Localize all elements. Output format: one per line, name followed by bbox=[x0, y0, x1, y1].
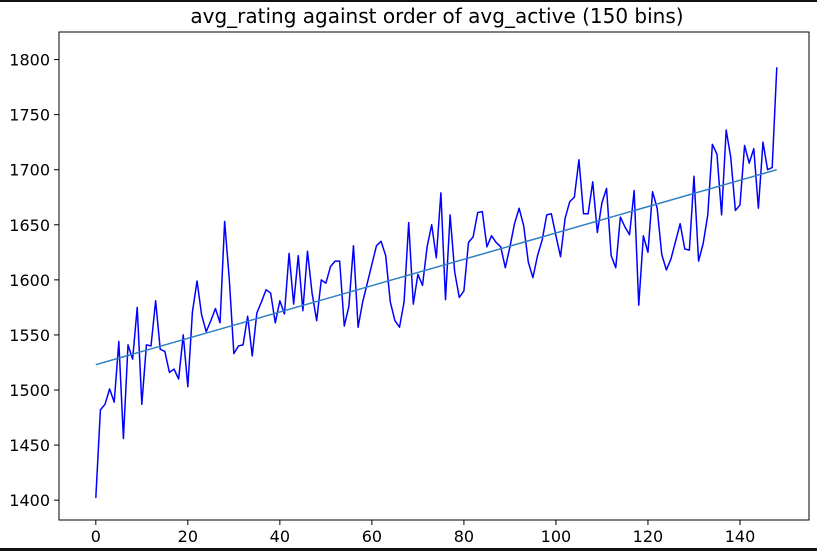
x-tick-label: 80 bbox=[454, 527, 474, 546]
x-tick-label: 60 bbox=[362, 527, 382, 546]
y-tick-label: 1550 bbox=[9, 326, 50, 345]
x-tick-label: 140 bbox=[725, 527, 756, 546]
series-line-trend bbox=[95, 168, 777, 366]
x-axis: 0 20 40 60 80 100 120 140 bbox=[91, 520, 756, 546]
window-frame-top bbox=[0, 0, 817, 2]
y-tick-label: 1650 bbox=[9, 216, 50, 235]
y-axis: 1400 1450 1500 1550 1600 1650 1700 1750 1800 bbox=[9, 51, 59, 510]
x-tick-label: 0 bbox=[91, 527, 101, 546]
x-tick-label: 20 bbox=[178, 527, 198, 546]
series-line-avg-rating bbox=[95, 67, 778, 499]
x-tick-label: 40 bbox=[270, 527, 290, 546]
x-tick-label: 120 bbox=[633, 527, 664, 546]
plot-area bbox=[58, 31, 810, 521]
window-frame-bottom bbox=[0, 548, 817, 551]
chart-title: avg_rating against order of avg_active (… bbox=[190, 4, 684, 28]
y-tick-label: 1450 bbox=[9, 436, 50, 455]
y-tick-label: 1700 bbox=[9, 161, 50, 180]
series-layer bbox=[95, 67, 778, 499]
y-tick-label: 1400 bbox=[9, 491, 50, 510]
y-tick-label: 1800 bbox=[9, 51, 50, 70]
y-tick-label: 1750 bbox=[9, 106, 50, 125]
x-tick-label: 100 bbox=[541, 527, 572, 546]
y-tick-label: 1600 bbox=[9, 271, 50, 290]
y-tick-label: 1500 bbox=[9, 381, 50, 400]
